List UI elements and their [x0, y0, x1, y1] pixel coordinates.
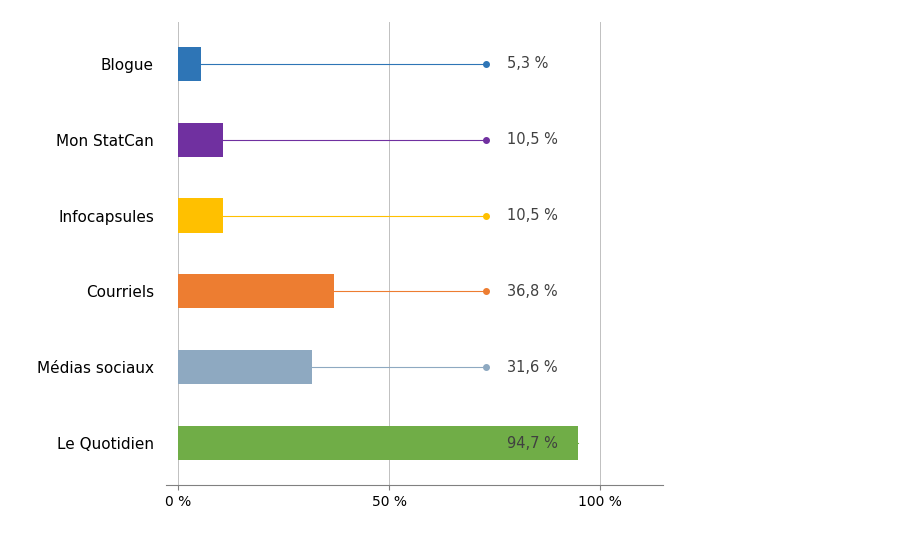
Text: 10,5 %: 10,5 %	[507, 208, 558, 223]
Text: 36,8 %: 36,8 %	[507, 284, 558, 299]
Bar	[179, 198, 223, 233]
Bar	[179, 350, 311, 385]
Bar	[179, 47, 201, 81]
Bar	[179, 274, 333, 309]
Text: 10,5 %: 10,5 %	[507, 132, 558, 147]
Text: 31,6 %: 31,6 %	[507, 360, 558, 375]
Text: 5,3 %: 5,3 %	[507, 56, 549, 71]
Text: 94,7 %: 94,7 %	[507, 436, 558, 451]
Bar	[179, 122, 223, 156]
Bar	[179, 426, 577, 460]
